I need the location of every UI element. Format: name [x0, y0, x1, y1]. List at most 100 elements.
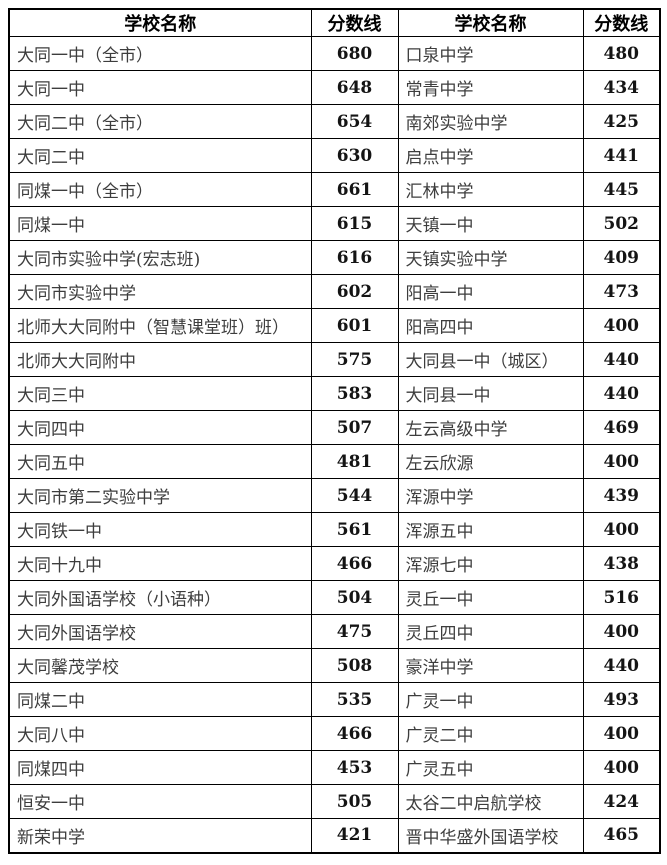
school-name-cell: 大同二中	[8, 138, 312, 173]
table-row: 大同铁一中 561 浑源五中 400	[8, 512, 661, 547]
score-line-cell: 438	[582, 546, 661, 581]
school-name-cell: 浑源五中	[397, 512, 584, 547]
school-name-cell: 晋中华盛外国语学校	[397, 818, 584, 853]
school-name-cell: 新荣中学	[8, 818, 312, 853]
school-name-cell: 阳高四中	[397, 308, 584, 343]
table-row: 大同二中 630 启点中学 441	[8, 138, 661, 173]
school-name-cell: 灵丘一中	[397, 580, 584, 615]
score-line-cell: 421	[310, 818, 399, 853]
table-row: 北师大大同附中（智慧课堂班）班） 601 阳高四中 400	[8, 308, 661, 343]
score-table-body: 大同一中（全市） 680 口泉中学 480 大同一中 648 常青中学 434 大同二中（全市）…	[8, 36, 661, 853]
school-name-cell: 大同一中（全市）	[8, 36, 312, 71]
school-name-cell: 豪洋中学	[397, 648, 584, 683]
score-line-cell: 507	[310, 410, 399, 445]
school-name-cell: 大同馨茂学校	[8, 648, 312, 683]
school-name-cell: 天镇实验中学	[397, 240, 584, 275]
score-line-cell: 441	[582, 138, 661, 173]
score-line-cell: 508	[310, 648, 399, 683]
score-line-cell: 440	[582, 342, 661, 377]
school-name-cell: 大同外国语学校（小语种）	[8, 580, 312, 615]
score-line-cell: 516	[582, 580, 661, 615]
score-line-cell: 583	[310, 376, 399, 411]
score-line-cell: 400	[582, 614, 661, 649]
school-name-cell: 左云高级中学	[397, 410, 584, 445]
header-school-name-left: 学校名称	[8, 8, 312, 37]
school-name-cell: 汇林中学	[397, 172, 584, 207]
score-line-cell: 424	[582, 784, 661, 819]
school-name-cell: 天镇一中	[397, 206, 584, 241]
table-row: 新荣中学 421 晋中华盛外国语学校 465	[8, 818, 661, 853]
score-line-cell: 465	[582, 818, 661, 853]
table-row: 大同外国语学校（小语种） 504 灵丘一中 516	[8, 580, 661, 615]
score-line-cell: 480	[582, 36, 661, 71]
table-row: 大同一中 648 常青中学 434	[8, 70, 661, 105]
score-line-cell: 469	[582, 410, 661, 445]
score-line-cell: 602	[310, 274, 399, 309]
school-name-cell: 左云欣源	[397, 444, 584, 479]
school-name-cell: 大同一中	[8, 70, 312, 105]
table-row: 同煤一中（全市） 661 汇林中学 445	[8, 172, 661, 207]
score-line-cell: 473	[582, 274, 661, 309]
table-row: 同煤四中 453 广灵五中 400	[8, 750, 661, 785]
score-line-cell: 475	[310, 614, 399, 649]
score-line-cell: 400	[582, 750, 661, 785]
school-name-cell: 大同四中	[8, 410, 312, 445]
table-row: 大同四中 507 左云高级中学 469	[8, 410, 661, 445]
table-row: 大同三中 583 大同县一中 440	[8, 376, 661, 411]
school-name-cell: 同煤二中	[8, 682, 312, 717]
score-line-cell: 648	[310, 70, 399, 105]
school-name-cell: 阳高一中	[397, 274, 584, 309]
school-name-cell: 大同铁一中	[8, 512, 312, 547]
school-name-cell: 浑源七中	[397, 546, 584, 581]
score-line-cell: 453	[310, 750, 399, 785]
school-name-cell: 恒安一中	[8, 784, 312, 819]
score-line-cell: 535	[310, 682, 399, 717]
school-name-cell: 大同市实验中学	[8, 274, 312, 309]
school-name-cell: 启点中学	[397, 138, 584, 173]
score-line-cell: 544	[310, 478, 399, 513]
school-name-cell: 常青中学	[397, 70, 584, 105]
school-name-cell: 大同二中（全市）	[8, 104, 312, 139]
score-line-cell: 445	[582, 172, 661, 207]
table-row: 大同五中 481 左云欣源 400	[8, 444, 661, 479]
table-row: 大同外国语学校 475 灵丘四中 400	[8, 614, 661, 649]
header-school-name-right: 学校名称	[397, 8, 584, 37]
score-line-cell: 440	[582, 648, 661, 683]
table-row: 大同八中 466 广灵二中 400	[8, 716, 661, 751]
school-name-cell: 北师大大同附中（智慧课堂班）班）	[8, 308, 312, 343]
score-line-cell: 654	[310, 104, 399, 139]
school-name-cell: 浑源中学	[397, 478, 584, 513]
score-line-cell: 661	[310, 172, 399, 207]
school-name-cell: 同煤四中	[8, 750, 312, 785]
school-name-cell: 广灵二中	[397, 716, 584, 751]
school-name-cell: 大同三中	[8, 376, 312, 411]
table-row: 大同十九中 466 浑源七中 438	[8, 546, 661, 581]
score-line-cell: 502	[582, 206, 661, 241]
score-line-cell: 439	[582, 478, 661, 513]
school-name-cell: 同煤一中（全市）	[8, 172, 312, 207]
score-line-cell: 630	[310, 138, 399, 173]
table-row: 同煤一中 615 天镇一中 502	[8, 206, 661, 241]
table-row: 大同市第二实验中学 544 浑源中学 439	[8, 478, 661, 513]
score-line-cell: 409	[582, 240, 661, 275]
school-name-cell: 大同市实验中学(宏志班)	[8, 240, 312, 275]
school-name-cell: 广灵一中	[397, 682, 584, 717]
score-line-cell: 466	[310, 716, 399, 751]
table-row: 大同二中（全市） 654 南郊实验中学 425	[8, 104, 661, 139]
table-row: 大同馨茂学校 508 豪洋中学 440	[8, 648, 661, 683]
score-line-cell: 425	[582, 104, 661, 139]
school-name-cell: 广灵五中	[397, 750, 584, 785]
score-line-cell: 466	[310, 546, 399, 581]
header-score-line-left: 分数线	[310, 8, 399, 37]
score-line-cell: 440	[582, 376, 661, 411]
table-row: 恒安一中 505 太谷二中启航学校 424	[8, 784, 661, 819]
school-name-cell: 南郊实验中学	[397, 104, 584, 139]
school-score-table: 学校名称 分数线 学校名称 分数线 大同一中（全市） 680 口泉中学 480 大同一中…	[8, 8, 661, 854]
score-line-cell: 400	[582, 716, 661, 751]
score-line-cell: 561	[310, 512, 399, 547]
school-name-cell: 太谷二中启航学校	[397, 784, 584, 819]
table-row: 同煤二中 535 广灵一中 493	[8, 682, 661, 717]
school-name-cell: 大同市第二实验中学	[8, 478, 312, 513]
score-line-cell: 400	[582, 444, 661, 479]
header-score-line-right: 分数线	[582, 8, 661, 37]
